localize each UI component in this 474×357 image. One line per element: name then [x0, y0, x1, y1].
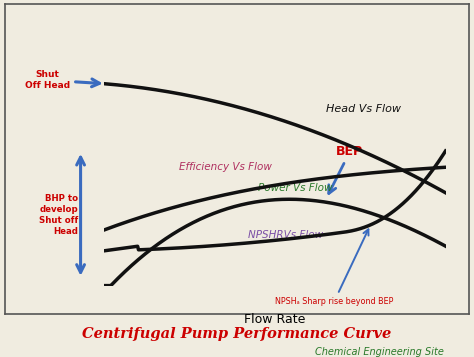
Text: NPSHRVs Flow: NPSHRVs Flow	[247, 230, 323, 240]
Text: BHP to
develop
Shut off
Head: BHP to develop Shut off Head	[39, 194, 78, 236]
Text: Power Vs Flow: Power Vs Flow	[258, 183, 332, 193]
Text: Chemical Engineering Site: Chemical Engineering Site	[315, 347, 444, 357]
Text: Flow Rate: Flow Rate	[244, 313, 306, 326]
Text: Centrifugal Pump Performance Curve: Centrifugal Pump Performance Curve	[82, 327, 392, 341]
Text: Shut
Off Head: Shut Off Head	[25, 70, 100, 90]
Text: BEP: BEP	[329, 145, 364, 193]
Text: Efficiency Vs Flow: Efficiency Vs Flow	[179, 162, 272, 172]
Text: Head Vs Flow: Head Vs Flow	[326, 104, 401, 114]
Text: NPSHₐ Sharp rise beyond BEP: NPSHₐ Sharp rise beyond BEP	[275, 229, 393, 306]
